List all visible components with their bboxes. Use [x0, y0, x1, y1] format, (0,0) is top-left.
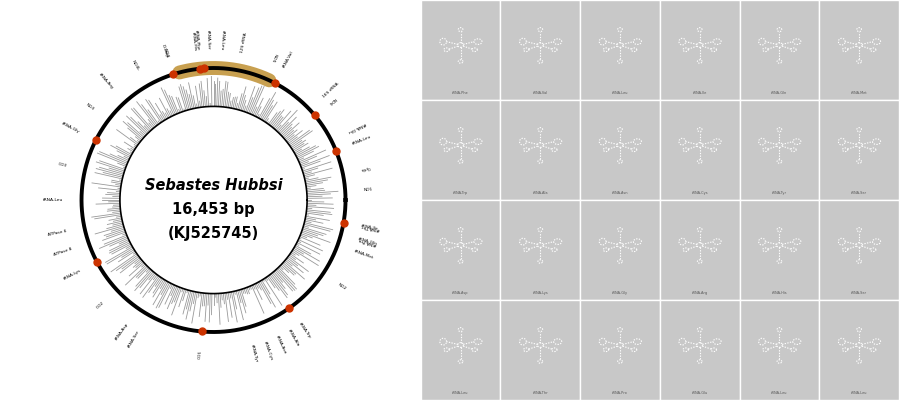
Bar	[660, 200, 740, 300]
Text: ND3: ND3	[85, 102, 95, 111]
Text: tRNA-Leu: tRNA-Leu	[611, 91, 628, 95]
Bar	[580, 300, 660, 400]
Bar	[421, 100, 501, 200]
Text: tRNA-Arg: tRNA-Arg	[98, 72, 115, 90]
Text: tRNA-Ile: tRNA-Ile	[692, 91, 707, 95]
Text: tRNA-Ser: tRNA-Ser	[851, 291, 868, 295]
Text: tRNA-Phe: tRNA-Phe	[193, 30, 200, 51]
Text: ND4: ND4	[163, 48, 169, 58]
Text: tRNA-His: tRNA-His	[771, 291, 788, 295]
Text: tRNA-Tyr: tRNA-Tyr	[772, 191, 787, 195]
Text: tRNA-Asn: tRNA-Asn	[275, 335, 288, 355]
Text: tRNA-Trp: tRNA-Trp	[453, 191, 468, 195]
Text: tRNA-Leu: tRNA-Leu	[771, 391, 788, 395]
Text: tRNA-Pro: tRNA-Pro	[358, 237, 378, 246]
Text: tRNA-Leu: tRNA-Leu	[352, 134, 372, 146]
Text: tRNA-Lys: tRNA-Lys	[63, 269, 82, 281]
Text: tRNA-Val: tRNA-Val	[533, 91, 547, 95]
Text: tRNA-Ser: tRNA-Ser	[127, 329, 140, 348]
Text: CO1: CO1	[198, 349, 202, 359]
Bar	[421, 300, 501, 400]
Bar	[421, 200, 501, 300]
Text: tRNA-Cys: tRNA-Cys	[263, 340, 273, 361]
Text: tRNA-His: tRNA-His	[191, 32, 197, 51]
Text: ATPase 8: ATPase 8	[53, 247, 72, 257]
Bar	[819, 100, 899, 200]
Text: tRNA-Leu: tRNA-Leu	[452, 391, 469, 395]
Text: ND5: ND5	[271, 52, 278, 63]
Text: tRNA-Val: tRNA-Val	[282, 50, 295, 68]
Bar	[819, 200, 899, 300]
Text: tRNA-Met: tRNA-Met	[850, 91, 868, 95]
Text: tRNA-Lys: tRNA-Lys	[532, 291, 548, 295]
Text: CO2: CO2	[96, 301, 105, 310]
Text: CO3: CO3	[58, 162, 67, 168]
Text: (KJ525745): (KJ525745)	[168, 226, 259, 241]
Text: ND1: ND1	[363, 187, 372, 192]
Bar	[740, 300, 819, 400]
Bar	[740, 100, 819, 200]
Text: tRNA-Leu: tRNA-Leu	[219, 30, 225, 50]
Text: tRNA-Gln: tRNA-Gln	[358, 237, 378, 246]
Text: 16,453 bp: 16,453 bp	[173, 202, 254, 217]
Bar	[660, 300, 740, 400]
Text: 16S rRNA: 16S rRNA	[322, 82, 340, 99]
Text: tRNA-Tyr: tRNA-Tyr	[251, 344, 259, 363]
Text: tRNA-Pro: tRNA-Pro	[612, 391, 628, 395]
Bar	[501, 300, 580, 400]
Text: Cytb: Cytb	[360, 165, 370, 171]
Text: tRNA-Ala: tRNA-Ala	[532, 191, 548, 195]
Text: tRNA-Arg: tRNA-Arg	[691, 291, 708, 295]
Bar	[501, 100, 580, 200]
Text: tRNA-Met: tRNA-Met	[354, 250, 375, 260]
Text: tRNA-Trp: tRNA-Trp	[298, 322, 312, 339]
Bar	[660, 0, 740, 100]
Text: ATPase 6: ATPase 6	[48, 229, 67, 237]
Text: D-loop: D-loop	[161, 43, 169, 58]
Text: tRNA-Ser: tRNA-Ser	[851, 191, 868, 195]
Bar	[660, 100, 740, 200]
Bar	[819, 0, 899, 100]
Text: tRNA-Asp: tRNA-Asp	[452, 291, 469, 295]
Text: tRNA-Leu: tRNA-Leu	[850, 391, 868, 395]
Text: tRNA-Gly: tRNA-Gly	[61, 121, 81, 134]
Text: tRNA-Ile: tRNA-Ile	[360, 224, 379, 231]
Bar	[819, 300, 899, 400]
Bar	[580, 0, 660, 100]
Bar	[501, 0, 580, 100]
Text: tRNA-Glu: tRNA-Glu	[691, 391, 708, 395]
Text: tRNA-Phe: tRNA-Phe	[452, 91, 469, 95]
Text: tRNA-Ala: tRNA-Ala	[287, 329, 300, 348]
Bar	[501, 200, 580, 300]
Text: tRNA-Asp: tRNA-Asp	[114, 322, 129, 341]
Text: tRNA-Glu: tRNA-Glu	[346, 121, 366, 134]
Text: tRNA-Thr: tRNA-Thr	[360, 224, 380, 231]
Bar	[740, 200, 819, 300]
Bar	[740, 0, 819, 100]
Text: ND2: ND2	[337, 282, 347, 291]
Text: tRNA-Gly: tRNA-Gly	[612, 291, 628, 295]
Bar	[421, 0, 501, 100]
Bar	[580, 100, 660, 200]
Text: tRNA-Asn: tRNA-Asn	[611, 191, 628, 195]
Text: tRNA-Gln: tRNA-Gln	[771, 91, 788, 95]
Text: ND6: ND6	[327, 96, 337, 105]
Text: tRNA-Cys: tRNA-Cys	[691, 191, 708, 195]
Text: ND4L: ND4L	[131, 59, 140, 71]
Text: Sebastes Hubbsi: Sebastes Hubbsi	[145, 178, 282, 193]
Text: tRNA-Thr: tRNA-Thr	[532, 391, 548, 395]
Text: 12S rRNA: 12S rRNA	[240, 32, 248, 53]
Text: tRNA-Ser: tRNA-Ser	[206, 30, 210, 50]
Bar	[580, 200, 660, 300]
Text: tRNA-Leu: tRNA-Leu	[43, 198, 64, 202]
